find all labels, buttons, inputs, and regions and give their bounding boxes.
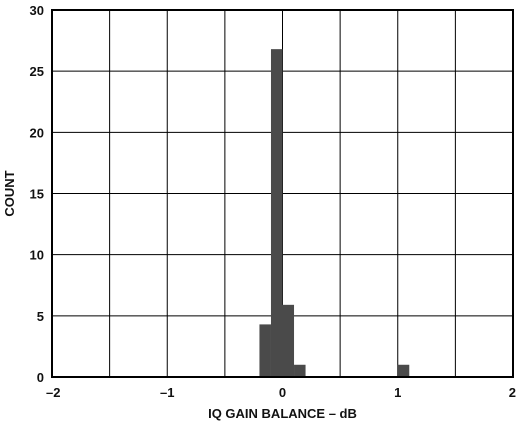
histogram-bars — [259, 49, 410, 377]
histogram-bar — [282, 304, 295, 377]
x-tick-label: –2 — [46, 385, 60, 400]
histogram-bar — [270, 49, 283, 377]
histogram-bar — [259, 324, 271, 377]
y-tick-label: 30 — [30, 3, 44, 18]
y-tick-label: 25 — [30, 64, 44, 79]
y-tick-label: 15 — [30, 187, 44, 202]
x-tick-label: 2 — [509, 385, 516, 400]
x-axis-ticks: –2 –1 0 1 2 — [46, 385, 516, 400]
plot-frame — [51, 9, 514, 378]
y-tick-label: 20 — [30, 125, 44, 140]
x-axis-title: IQ GAIN BALANCE – dB — [208, 406, 357, 421]
histogram-bar — [397, 364, 410, 377]
y-tick-label: 10 — [30, 248, 44, 263]
y-tick-label: 0 — [37, 370, 44, 385]
x-tick-label: –1 — [160, 385, 174, 400]
x-tick-label: 0 — [279, 385, 286, 400]
y-axis-ticks: 0 5 10 15 20 25 30 — [30, 3, 44, 385]
y-axis-title: COUNT — [2, 170, 17, 216]
x-tick-label: 1 — [394, 385, 401, 400]
histogram-bar — [294, 364, 306, 377]
y-tick-label: 5 — [37, 309, 44, 324]
